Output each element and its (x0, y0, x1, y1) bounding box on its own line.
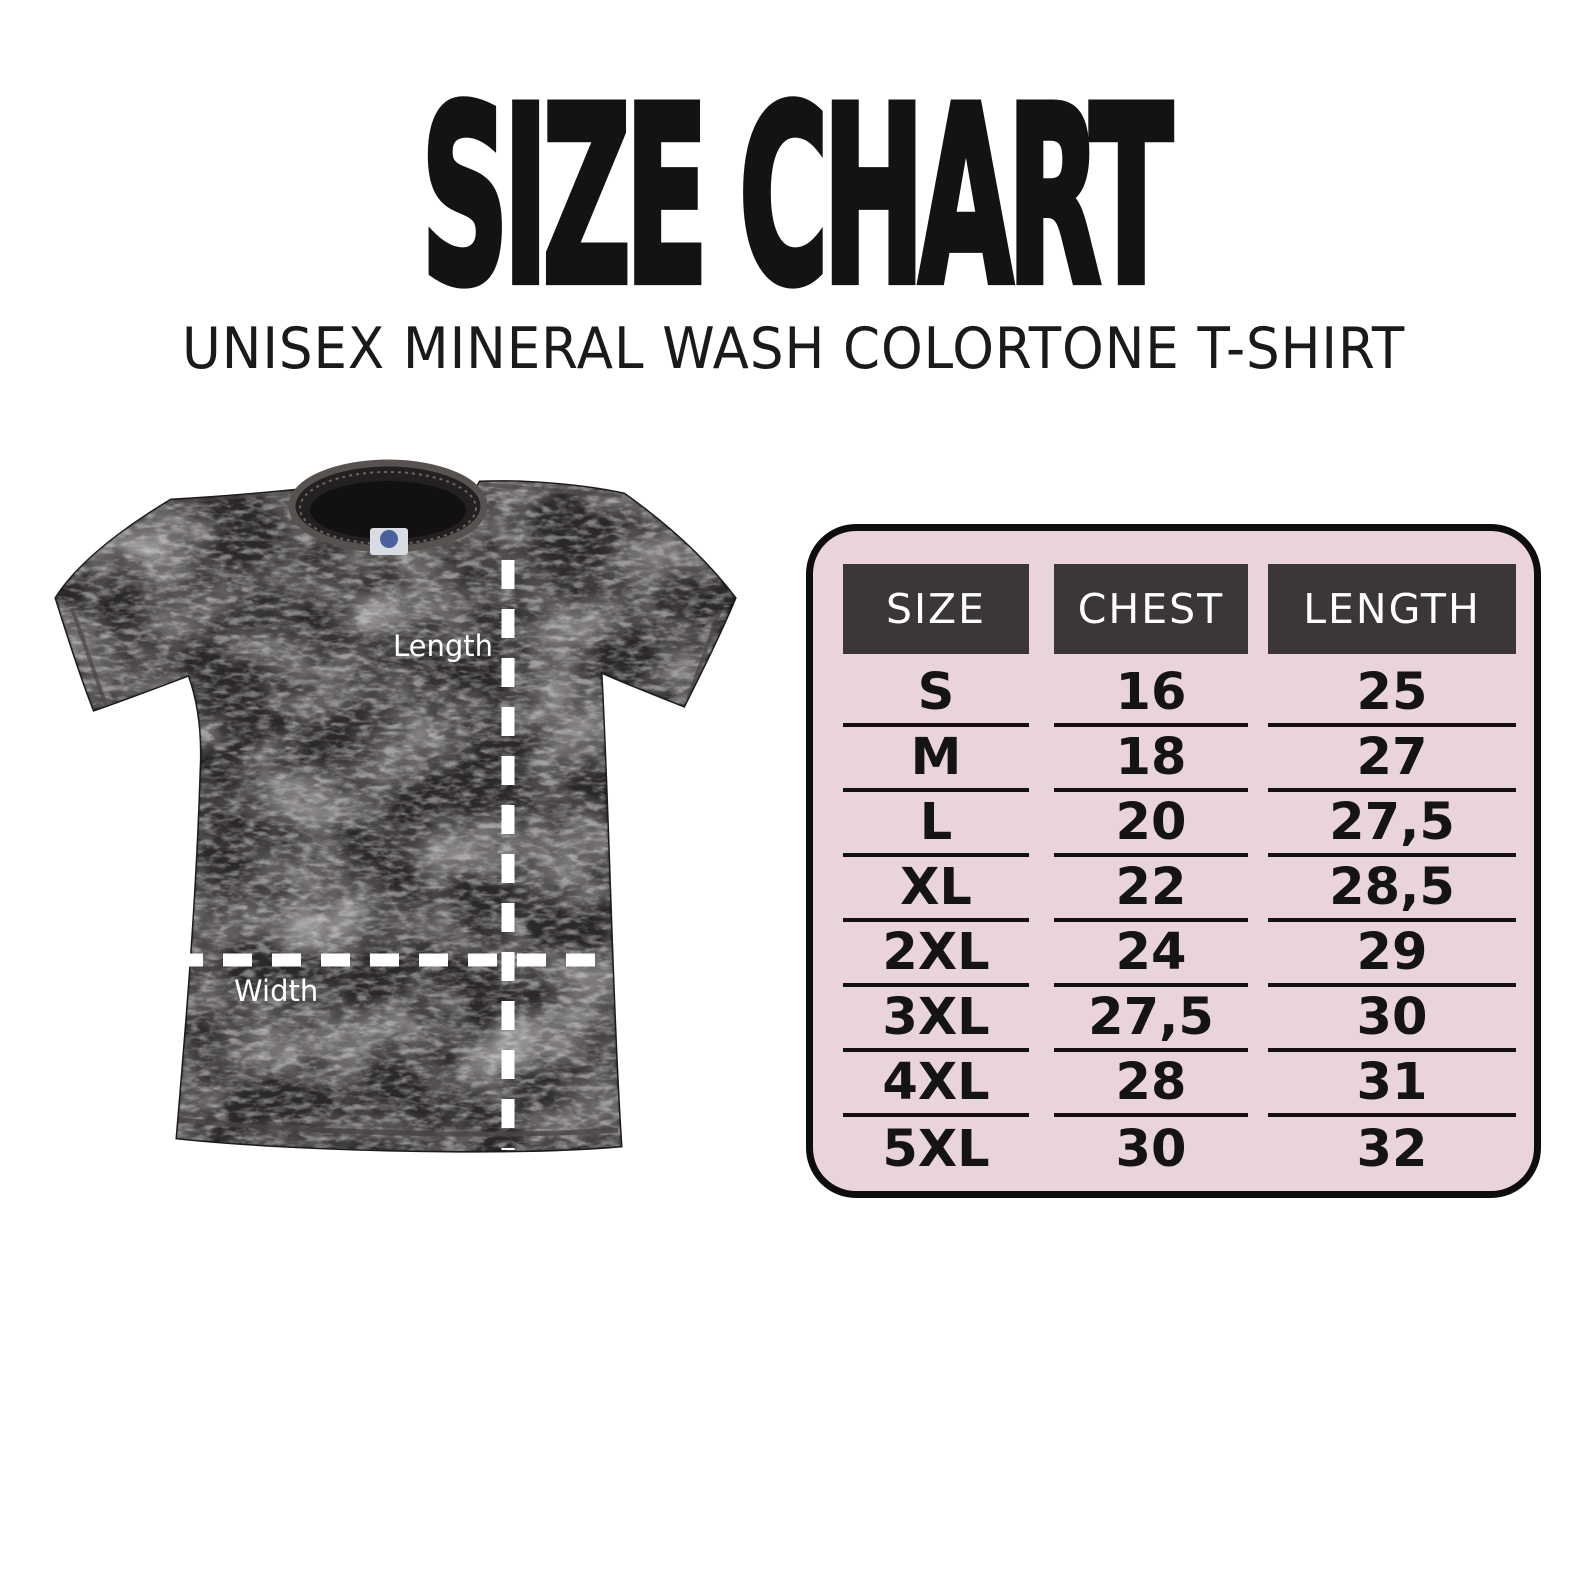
table-cell: 24 (1054, 922, 1248, 987)
right-shoulder-seam (479, 482, 623, 498)
size-table-header: SIZE CHEST LENGTH (843, 564, 1534, 654)
width-label: Width (234, 974, 318, 1008)
table-cell: 31 (1268, 1052, 1516, 1117)
table-cell: 22 (1054, 857, 1248, 922)
page-title-text: SIZE CHART (419, 54, 1175, 340)
collar (288, 459, 488, 555)
left-shoulder-seam (173, 490, 297, 504)
hem-seam (177, 1117, 619, 1137)
page-subtitle-text: UNISEX MINERAL WASH COLORTONE T-SHIRT (182, 316, 1406, 382)
size-table: SIZE CHEST LENGTH S 16 25 M 18 27 L 20 27,5 XL 22 2… (806, 524, 1541, 1198)
table-row: S 16 25 (843, 662, 1534, 727)
table-cell: 5XL (882, 1120, 990, 1179)
table-row: XL 22 28,5 (843, 857, 1534, 922)
column-header-size: SIZE (843, 564, 1029, 654)
table-cell: 2XL (843, 922, 1029, 987)
table-cell: L (843, 792, 1029, 857)
page-subtitle: UNISEX MINERAL WASH COLORTONE T-SHIRT (0, 316, 1588, 382)
table-cell: 30 (1268, 987, 1516, 1052)
table-cell: 29 (1268, 922, 1516, 987)
table-cell: 32 (1356, 1120, 1428, 1179)
table-cell: M (843, 727, 1029, 792)
table-cell: 27,5 (1268, 792, 1516, 857)
mineral-wash-texture-fiber (56, 481, 735, 1152)
tshirt-measurement-diagram: Length Width (54, 459, 744, 1153)
column-header-length: LENGTH (1268, 564, 1516, 654)
page-title: SIZE CHART (0, 65, 1588, 328)
table-row: 2XL 24 29 (843, 922, 1534, 987)
right-sleeve-seam (686, 609, 722, 701)
left-sleeve-seam (70, 607, 108, 707)
table-cell: 4XL (843, 1052, 1029, 1117)
table-cell: 28,5 (1268, 857, 1516, 922)
tshirt-graphic: Length Width (54, 459, 744, 1153)
length-label: Length (393, 629, 493, 663)
table-cell: 25 (1268, 662, 1516, 727)
table-cell: 16 (1054, 662, 1248, 727)
table-row: M 18 27 (843, 727, 1534, 792)
size-table-rows: S 16 25 M 18 27 L 20 27,5 XL 22 28,5 2XL 24 29 3XL 27,5 3… (843, 662, 1534, 1182)
table-cell: 20 (1054, 792, 1248, 857)
table-row: 4XL 28 31 (843, 1052, 1534, 1117)
table-cell: XL (843, 857, 1029, 922)
table-cell: S (843, 662, 1029, 727)
table-cell: 27,5 (1054, 987, 1248, 1052)
table-cell: 3XL (843, 987, 1029, 1052)
table-cell: 27 (1268, 727, 1516, 792)
column-header-chest: CHEST (1054, 564, 1248, 654)
table-cell: 30 (1115, 1120, 1187, 1179)
neck-tag-logo (380, 530, 398, 548)
table-row: 3XL 27,5 30 (843, 987, 1534, 1052)
table-row: 5XL 30 32 (843, 1117, 1534, 1182)
table-cell: 18 (1054, 727, 1248, 792)
table-row: L 20 27,5 (843, 792, 1534, 857)
table-cell: 28 (1054, 1052, 1248, 1117)
